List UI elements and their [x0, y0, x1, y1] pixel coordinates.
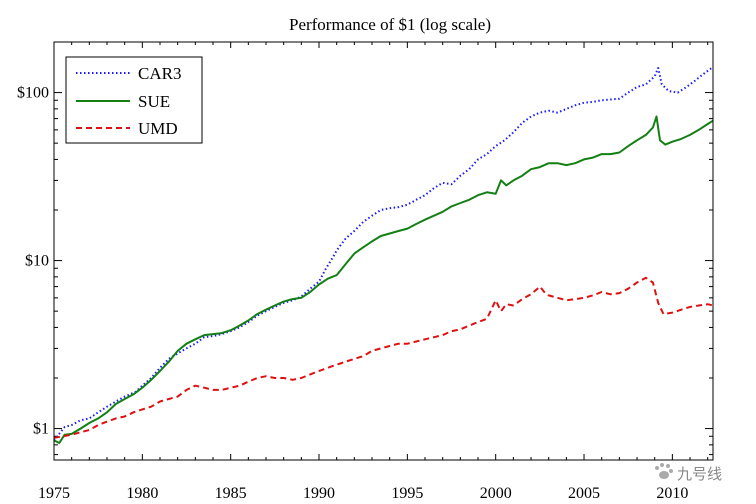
x-tick-label: 2000 [480, 485, 512, 502]
axis-ticks: 1975 1980 1985 1990 1995 2000 2005 2010 $1 $10 $10… [17, 41, 713, 502]
watermark: 九号线 [655, 463, 722, 483]
x-tick-label: 2010 [656, 485, 688, 502]
x-tick-label: 1990 [303, 485, 335, 502]
legend-label-sue: SUE [138, 92, 170, 111]
x-tick-label: 2005 [568, 485, 600, 502]
y-tick-label: $1 [33, 421, 49, 438]
x-tick-label: 1980 [126, 485, 158, 502]
legend-label-umd: UMD [138, 119, 178, 138]
x-tick-label: 1995 [391, 485, 423, 502]
paw-icon [655, 463, 673, 479]
x-tick-label: 1975 [38, 485, 70, 502]
legend: CAR3 SUE UMD [65, 56, 203, 144]
series-layer [53, 66, 714, 444]
legend-label-car3: CAR3 [138, 64, 181, 83]
chart-title: Performance of $1 (log scale) [289, 15, 491, 34]
series-line-umd [53, 276, 714, 439]
series-line-sue [53, 115, 714, 444]
x-tick-label: 1985 [215, 485, 247, 502]
y-tick-label: $100 [17, 85, 49, 102]
y-tick-label: $10 [25, 253, 49, 270]
watermark-text: 九号线 [677, 465, 722, 483]
plot-frame [53, 41, 714, 461]
